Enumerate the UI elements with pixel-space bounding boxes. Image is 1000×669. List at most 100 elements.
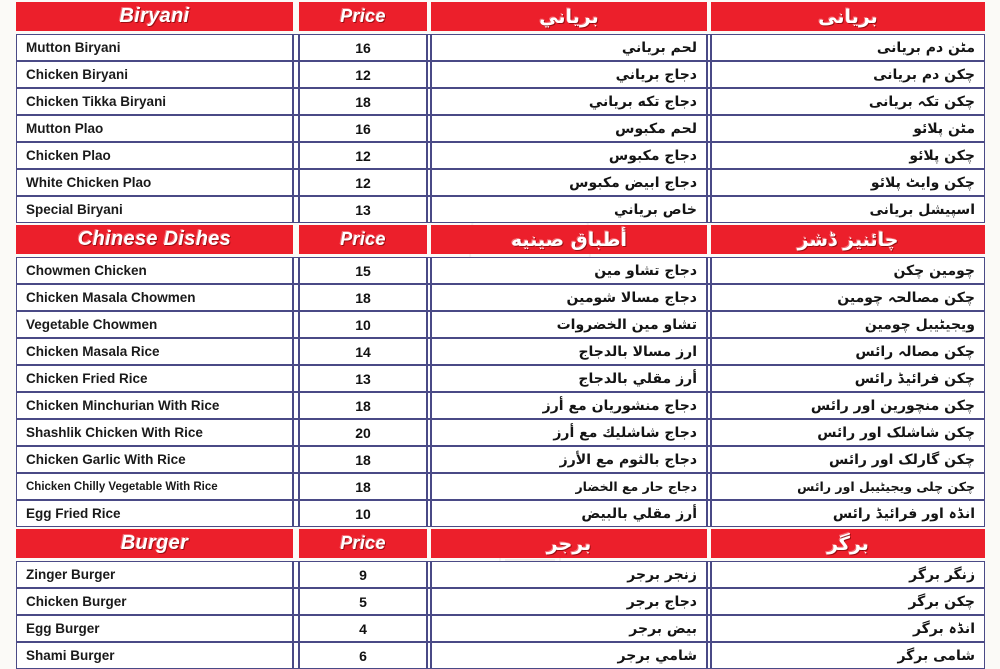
column-header-price-chinese-dishes: Price	[299, 225, 427, 254]
column-header-price-burger: Price	[299, 529, 427, 558]
column-header-price-biryani: Price	[299, 2, 427, 31]
item-name-arabic: دجاج تشاو مين	[431, 257, 707, 284]
column-gap	[707, 284, 711, 311]
column-gap	[427, 257, 431, 284]
item-name-urdu: اسپیشل بریانی	[711, 196, 985, 223]
item-name-arabic: دجاج برياني	[431, 61, 707, 88]
item-name-english: Chicken Plao	[16, 142, 293, 169]
item-price: 10	[299, 500, 427, 527]
column-gap	[427, 615, 431, 642]
item-name-urdu: چکن فرائیڈ رائس	[711, 365, 985, 392]
item-name-arabic: أرز مقلي بالبيض	[431, 500, 707, 527]
item-name-arabic: تشاو مين الخضروات	[431, 311, 707, 338]
menu-item-row: Shami Burger 6 شامي برجر شامی برگر	[16, 642, 985, 669]
column-gap	[427, 419, 431, 446]
item-price: 16	[299, 34, 427, 61]
section-title-english-biryani: Biryani	[16, 2, 293, 31]
column-gap	[707, 169, 711, 196]
item-name-urdu: چکن تکہ بریانی	[711, 88, 985, 115]
item-price: 18	[299, 392, 427, 419]
column-gap	[707, 34, 711, 61]
column-gap	[293, 473, 299, 500]
item-price: 12	[299, 142, 427, 169]
item-name-arabic: خاص برياني	[431, 196, 707, 223]
section-title-urdu-burger: برگر	[711, 529, 985, 558]
column-gap	[707, 588, 711, 615]
column-gap	[293, 365, 299, 392]
menu-item-row: Zinger Burger 9 زنجر برجر زنگر برگر	[16, 561, 985, 588]
item-price: 20	[299, 419, 427, 446]
column-gap	[293, 115, 299, 142]
item-name-arabic: زنجر برجر	[431, 561, 707, 588]
column-gap	[707, 561, 711, 588]
column-gap	[707, 311, 711, 338]
column-gap	[293, 561, 299, 588]
item-name-english: Chicken Chilly Vegetable With Rice	[16, 473, 293, 500]
column-gap	[293, 446, 299, 473]
menu-item-row: Chicken Masala Rice 14 ارز مسالا بالدجاج چک…	[16, 338, 985, 365]
column-gap	[707, 473, 711, 500]
item-name-urdu: چکن شاشلک اور رائس	[711, 419, 985, 446]
column-gap	[427, 392, 431, 419]
column-gap	[293, 284, 299, 311]
column-gap	[293, 34, 299, 61]
column-gap	[707, 615, 711, 642]
item-name-urdu: چکن برگر	[711, 588, 985, 615]
menu-item-row: Chicken Burger 5 دجاج برجر چکن برگر	[16, 588, 985, 615]
column-gap	[707, 419, 711, 446]
menu-item-row: Mutton Biryani 16 لحم برياني مٹن دم بریانی	[16, 34, 985, 61]
item-name-urdu: انڈہ اور فرائیڈ رائس	[711, 500, 985, 527]
item-name-arabic: دجاج ابيض مكبوس	[431, 169, 707, 196]
menu-item-row: Chicken Plao 12 دجاج مكبوس چکن پلائو	[16, 142, 985, 169]
item-name-arabic: لحم مكبوس	[431, 115, 707, 142]
column-gap	[293, 169, 299, 196]
item-name-urdu: انڈہ برگر	[711, 615, 985, 642]
menu-item-row: Chicken Minchurian With Rice 18 دجاج منشور…	[16, 392, 985, 419]
column-gap	[707, 500, 711, 527]
column-gap	[293, 392, 299, 419]
item-name-arabic: دجاج مسالا شومين	[431, 284, 707, 311]
section-title-urdu-biryani: بریانی	[711, 2, 985, 31]
column-gap	[707, 196, 711, 223]
menu-item-row: Chicken Garlic With Rice 18 دجاج بالثوم مع…	[16, 446, 985, 473]
item-name-urdu: چکن مصالحہ چومین	[711, 284, 985, 311]
item-price: 13	[299, 365, 427, 392]
section-title-arabic-burger: برجر	[431, 529, 707, 558]
item-name-english: Chicken Masala Rice	[16, 338, 293, 365]
item-name-arabic: دجاج منشوريان مع أرز	[431, 392, 707, 419]
item-name-urdu: چومین چکن	[711, 257, 985, 284]
item-price: 18	[299, 473, 427, 500]
column-gap	[427, 196, 431, 223]
column-gap	[707, 392, 711, 419]
section-header-burger: Burger Price برجر برگر	[16, 529, 985, 558]
section-header-biryani: Biryani Price برياني بریانی	[16, 2, 985, 31]
item-name-urdu: چکن وایٹ پلائو	[711, 169, 985, 196]
item-name-english: Mutton Biryani	[16, 34, 293, 61]
item-name-arabic: لحم برياني	[431, 34, 707, 61]
menu-item-row: Chicken Chilly Vegetable With Rice 18 دجاج…	[16, 473, 985, 500]
item-name-english: Shashlik Chicken With Rice	[16, 419, 293, 446]
item-name-english: Special Biryani	[16, 196, 293, 223]
column-gap	[293, 588, 299, 615]
item-price: 18	[299, 284, 427, 311]
item-name-english: Chicken Biryani	[16, 61, 293, 88]
item-price: 12	[299, 169, 427, 196]
item-name-urdu: ویجیٹیبل چومین	[711, 311, 985, 338]
item-name-english: Vegetable Chowmen	[16, 311, 293, 338]
item-name-english: Chicken Masala Chowmen	[16, 284, 293, 311]
item-name-arabic: دجاج مكبوس	[431, 142, 707, 169]
menu-price-table: Biryani Price برياني بریانی Mutton Biryani 16…	[16, 2, 985, 669]
menu-item-row: White Chicken Plao 12 دجاج ابيض مكبوس چکن و…	[16, 169, 985, 196]
item-price: 18	[299, 446, 427, 473]
column-gap	[707, 338, 711, 365]
item-name-english: Chicken Fried Rice	[16, 365, 293, 392]
menu-item-row: Vegetable Chowmen 10 تشاو مين الخضروات ویجی…	[16, 311, 985, 338]
menu-item-row: Egg Burger 4 بيض برجر انڈہ برگر	[16, 615, 985, 642]
section-header-chinese-dishes: Chinese Dishes Price أطباق صينيه چائنیز ڈشز	[16, 225, 985, 254]
column-gap	[707, 142, 711, 169]
item-name-english: Shami Burger	[16, 642, 293, 669]
column-gap	[427, 473, 431, 500]
section-title-arabic-biryani: برياني	[431, 2, 707, 31]
column-gap	[427, 311, 431, 338]
item-name-english: Chicken Garlic With Rice	[16, 446, 293, 473]
